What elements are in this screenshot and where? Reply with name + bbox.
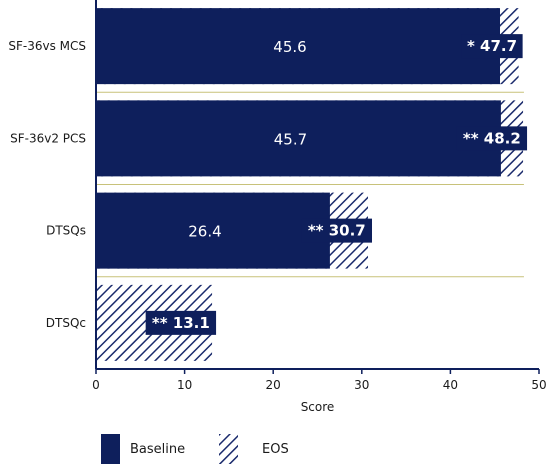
eos-label-box-0 <box>461 34 523 59</box>
category-label-1: SF-36v2 PCS <box>10 131 86 145</box>
x-tick-label-5: 50 <box>531 378 546 392</box>
legend-item-baseline: Baseline <box>101 434 185 464</box>
x-axis-title: Score <box>301 400 335 414</box>
legend-item-eos: EOS <box>219 434 289 464</box>
baseline-bar-1 <box>96 100 501 177</box>
eos-label-2: ** 30.7 <box>308 222 366 240</box>
x-tick-label-3: 30 <box>354 378 369 392</box>
x-tick-label-1: 10 <box>177 378 192 392</box>
x-tick-label-0: 0 <box>92 378 100 392</box>
legend-label-eos: EOS <box>262 441 289 457</box>
legend-swatch-baseline <box>101 434 120 464</box>
category-label-2: DTSQs <box>46 224 86 238</box>
x-tick-label-2: 20 <box>266 378 281 392</box>
category-label-3: DTSQc <box>46 316 86 330</box>
legend-swatch-eos <box>219 434 238 464</box>
eos-label-1: ** 48.2 <box>463 129 521 147</box>
eos-label-3: ** 13.1 <box>152 314 210 332</box>
legend-label-baseline: Baseline <box>130 441 186 457</box>
x-tick-label-4: 40 <box>443 378 458 392</box>
eos-label-0: * 47.7 <box>467 37 517 55</box>
baseline-label-2: 26.4 <box>188 223 221 241</box>
legend: Baseline EOS <box>0 432 550 468</box>
baseline-label-1: 45.7 <box>274 130 307 148</box>
bar-chart: 45.6 * 47.7 SF-36vs MCS 45.7 ** 48.2 SF-36v2 … <box>8 0 547 414</box>
category-label-0: SF-36vs MCS <box>8 39 86 53</box>
eos-label-box-2 <box>301 218 373 243</box>
baseline-bar-2 <box>96 192 330 269</box>
baseline-bar-0 <box>96 8 501 85</box>
baseline-label-0: 45.6 <box>273 38 306 56</box>
eos-label-box-3 <box>145 310 217 335</box>
eos-label-box-1 <box>456 126 528 151</box>
